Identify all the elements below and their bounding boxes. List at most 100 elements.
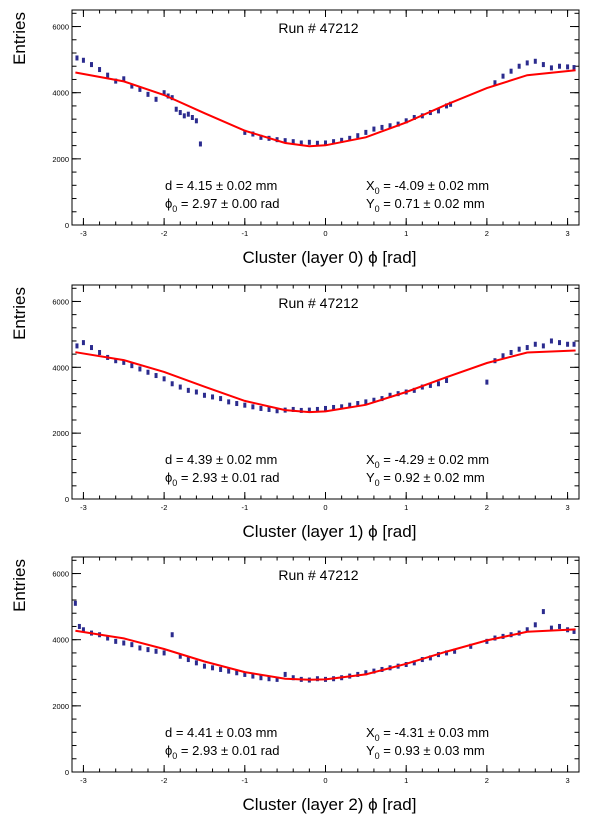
data-point — [138, 366, 142, 372]
y-tick-label: 0 — [65, 495, 69, 504]
x-tick-label: 1 — [404, 229, 408, 238]
data-point — [122, 359, 126, 365]
fit-param-y0-sub: 0 — [375, 204, 380, 214]
data-point — [283, 138, 287, 144]
x-tick-label: 0 — [323, 229, 327, 238]
fit-param-x0-symbol: X — [366, 452, 375, 467]
data-point — [227, 399, 231, 405]
data-point — [541, 62, 545, 68]
fit-param-y0: Y0 = 0.93 ± 0.03 mm — [366, 743, 485, 761]
data-point — [73, 600, 77, 606]
data-point — [364, 670, 368, 676]
y-tick-label: 6000 — [52, 23, 69, 32]
data-point — [162, 376, 166, 382]
data-point — [202, 663, 206, 669]
data-point — [558, 63, 562, 69]
y-tick-label: 2000 — [52, 155, 69, 164]
data-point — [267, 406, 271, 412]
data-point — [130, 83, 134, 89]
data-point — [81, 340, 85, 346]
fit-param-d-part: ± — [216, 452, 223, 467]
fit-param-d: d = 4.41 ± 0.03 mm — [165, 725, 277, 740]
chart-panel-1: -3 -2 -1 0 1 2 3 0 2000 4000 6000 Entries Cluster (l… — [10, 284, 580, 541]
x-axis-label-phi: ϕ — [368, 522, 378, 541]
data-point — [533, 58, 537, 64]
fit-param-y0-sub: 0 — [375, 478, 380, 488]
data-point — [291, 139, 295, 145]
data-point — [174, 106, 178, 112]
data-point — [194, 118, 198, 124]
fit-param-d-part: 0.02 mm — [223, 178, 277, 193]
data-point — [190, 115, 194, 120]
data-point — [517, 63, 521, 69]
data-point — [162, 650, 166, 656]
data-point — [275, 408, 279, 414]
fit-param-x0-symbol: X — [366, 178, 375, 193]
data-point — [198, 141, 202, 147]
chart-panel-2: -3 -2 -1 0 1 2 3 0 2000 4000 6000 Entries Cluster (l… — [10, 556, 580, 814]
data-point — [89, 345, 93, 351]
data-point — [106, 635, 110, 641]
x-tick-label: 2 — [485, 503, 489, 512]
data-point — [291, 406, 295, 412]
data-point — [182, 113, 186, 119]
data-point — [194, 389, 198, 395]
data-point — [412, 387, 416, 393]
data-point — [146, 647, 150, 653]
data-point — [445, 377, 449, 383]
y-tick-label: 6000 — [52, 570, 69, 579]
data-point — [186, 111, 190, 117]
x-axis-label-text: Cluster (layer 0) — [243, 248, 369, 267]
data-point — [315, 140, 319, 146]
fit-param-d: d = 4.15 ± 0.02 mm — [165, 178, 277, 193]
y-tick-label: 4000 — [52, 89, 69, 98]
data-point — [449, 101, 453, 107]
plot-frame — [71, 9, 580, 226]
y-axis-label: Entries — [10, 12, 29, 65]
x-tick-label: 1 — [404, 776, 408, 785]
data-point — [114, 78, 118, 84]
data-point — [259, 675, 263, 681]
data-point — [307, 139, 311, 145]
fit-param-d-part: d = 4.15 — [165, 178, 216, 193]
data-point — [154, 96, 158, 102]
fit-param-d-part: ± — [216, 178, 223, 193]
data-point — [412, 115, 416, 120]
data-point — [372, 397, 376, 403]
fit-param-d-part: d = 4.39 — [165, 452, 216, 467]
data-point — [211, 665, 215, 671]
data-point — [453, 648, 457, 654]
data-point — [75, 55, 79, 61]
y-tick-label: 0 — [65, 221, 69, 230]
data-point — [533, 622, 537, 628]
data-point — [194, 660, 198, 666]
data-point — [315, 406, 319, 412]
data-point — [299, 140, 303, 146]
fit-param-y0-symbol: Y — [366, 470, 375, 485]
data-point — [81, 57, 85, 63]
x-tick-label: 0 — [323, 503, 327, 512]
fit-param-phi0-sub: 0 — [172, 478, 177, 488]
data-point — [572, 65, 576, 71]
data-point — [114, 638, 118, 644]
x-tick-label: -1 — [241, 503, 248, 512]
x-tick-label: 3 — [565, 229, 569, 238]
data-point — [364, 399, 368, 405]
data-point — [572, 628, 576, 634]
fit-param-y0-sub: 0 — [375, 751, 380, 761]
data-point — [259, 134, 263, 140]
x-tick-label: -2 — [161, 503, 168, 512]
x-tick-label: -2 — [161, 776, 168, 785]
fit-param-phi0-sub: 0 — [172, 204, 177, 214]
fit-param-y0-value: = 0.71 ± 0.02 mm — [380, 196, 485, 211]
fit-param-x0-value: = -4.31 ± 0.03 mm — [380, 725, 489, 740]
data-point — [267, 676, 271, 682]
fit-curve — [75, 628, 576, 681]
y-tick-label: 2000 — [52, 429, 69, 438]
x-axis-label-text: Cluster (layer 1) — [243, 522, 369, 541]
fit-param-phi0-symbol: ϕ — [165, 196, 172, 211]
fit-param-x0: X0 = -4.09 ± 0.02 mm — [366, 178, 489, 196]
data-point — [122, 76, 126, 82]
data-point — [243, 402, 247, 408]
